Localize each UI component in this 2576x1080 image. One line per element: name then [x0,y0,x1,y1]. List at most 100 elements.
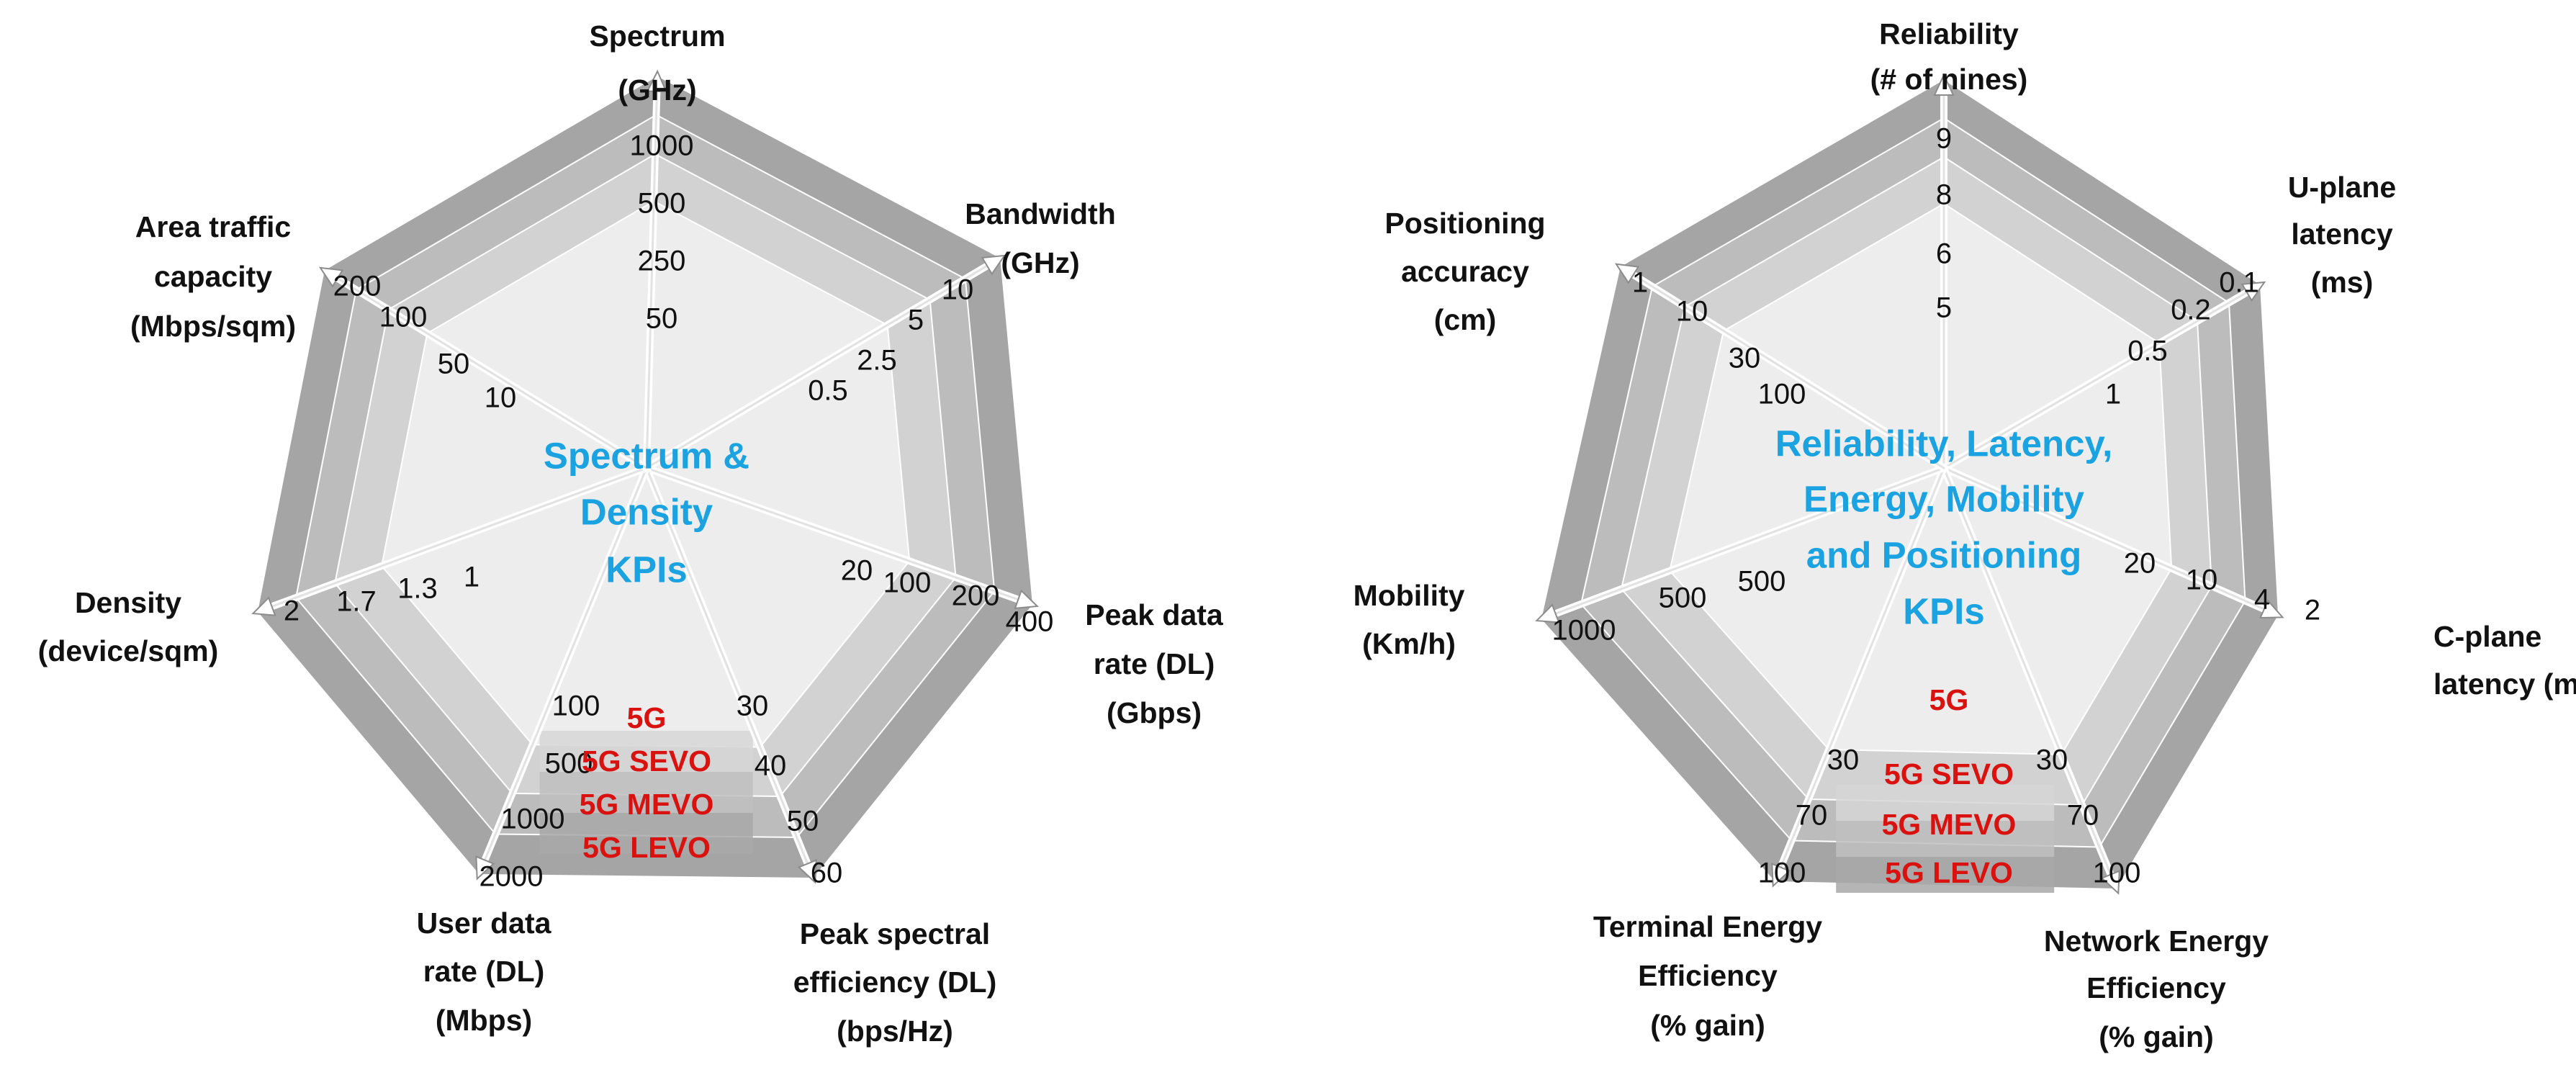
axis-title: (% gain) [2099,1020,2213,1053]
tick-label: 30 [2036,744,2068,776]
axis-title: Area traffic [135,210,291,243]
tick-label: 2000 [479,861,544,893]
axis-title: (ms) [2311,266,2374,299]
axis-title: Bandwidth [965,197,1116,230]
tick-label: 20 [2124,548,2156,580]
generation-label: 5G SEVO [1884,757,2014,791]
tick-label: 6 [1936,238,1952,270]
axis-title: C-plane [2433,620,2541,653]
axis-arrow-4 [2100,870,2120,895]
tick-label: 500 [1659,582,1707,614]
axis-line-inner-4 [1942,467,2118,890]
tick-label: 10 [485,382,517,414]
tick-label: 500 [638,188,686,220]
axis-arrow-6 [251,596,276,616]
axis-title: (device/sqm) [38,634,219,667]
tick-label: 2.5 [857,345,897,377]
axis-arrow-7 [1614,263,1640,284]
tick-label: 500 [545,748,593,780]
axis-arrow-2 [981,254,1006,276]
tick-label: 50 [646,303,678,335]
axis-arrow-5 [475,855,495,881]
axis-title: (GHz) [1001,246,1079,279]
generation-band-3 [1836,857,2055,893]
tick-label: 1000 [630,130,694,162]
axis-arrow-3 [1014,589,1039,610]
axis-title: Reliability [1879,17,2019,50]
tick-label: 60 [811,858,843,889]
tick-label: 1.7 [336,586,377,618]
tick-label: 0.1 [2219,267,2259,299]
axis-arrow-1 [1933,73,1955,96]
axis-arrow-6 [1535,603,1560,624]
tick-label: 10 [942,274,974,306]
axis-arrow-4 [797,859,817,884]
tick-label: 100 [1758,379,1806,410]
axis-title: latency [2291,217,2392,251]
generation-label: 5G [627,701,667,734]
center-title: KPIs [605,549,687,590]
tick-label: 30 [1827,744,1860,776]
tick-label: 2 [284,595,300,627]
generation-label: 5G LEVO [1885,856,2013,889]
generation-label: 5G MEVO [1882,808,2017,841]
tick-label: 50 [438,348,470,380]
axis-title: rate (DL) [423,955,545,988]
tick-label: 100 [2093,858,2141,889]
axis-line-inner-4 [645,467,815,879]
tick-label: 2 [2305,595,2320,626]
axis-line-inner-6 [1540,467,1945,621]
axis-title: efficiency (DL) [793,966,997,999]
axis-title: (Km/h) [1362,627,1456,660]
tick-label: 1 [2105,379,2121,410]
tick-label: 400 [1006,606,1054,638]
axis-title: Spectrum [589,19,725,53]
generation-band-1 [539,731,753,772]
tick-label: 200 [952,580,1000,612]
generation-label: 5G LEVO [582,831,711,864]
generation-band-3 [539,813,753,854]
generation-bands [1836,785,2055,893]
axis-arrow-2 [2241,281,2266,302]
axis-title: (cm) [1434,303,1497,336]
axis-title: accuracy [1401,255,1529,288]
axis-title: Network Energy [2044,924,2269,958]
tick-label: 1 [464,562,479,593]
axis-line-inner-7 [323,269,647,469]
axis-title: rate (DL) [1094,647,1215,680]
axis-line-inner-1 [645,75,659,469]
center-title: Density [580,491,713,532]
axis-title: U-plane [2288,171,2396,204]
tick-label: 30 [737,690,769,722]
generation-band-1 [1836,785,2055,821]
generation-label: 5G MEVO [580,788,714,821]
axis-title: (% gain) [1650,1009,1765,1042]
tick-label: 8 [1936,179,1952,211]
axis-title: (# of nines) [1870,63,2028,96]
center-title: Energy, Mobility [1803,478,2085,519]
tick-label: 10 [2186,564,2218,596]
axis-title: Efficiency [1638,959,1778,992]
axis-title: Peak data [1085,598,1224,631]
axis-title: (bps/Hz) [837,1014,953,1048]
tick-label: 0.2 [2171,294,2211,326]
axis-line-inner-3 [646,467,1034,606]
axis-arrow-1 [646,69,667,93]
tick-label: 500 [1738,566,1786,598]
tick-label: 0.5 [2127,336,2168,367]
axis-title: (Mbps) [436,1004,532,1037]
generation-band-2 [1836,821,2055,857]
tick-label: 200 [333,271,382,302]
tick-label: 1000 [1552,615,1616,647]
axis-line-inner-6 [256,467,647,613]
tick-label: 30 [1729,343,1761,374]
axis-line-inner-5 [477,467,648,876]
axis-arrow-7 [318,266,344,288]
tick-label: 1.3 [397,573,438,605]
axis-title: Mobility [1354,579,1465,612]
tick-label: 0.5 [808,375,848,407]
center-title: Reliability, Latency, [1775,423,2113,464]
